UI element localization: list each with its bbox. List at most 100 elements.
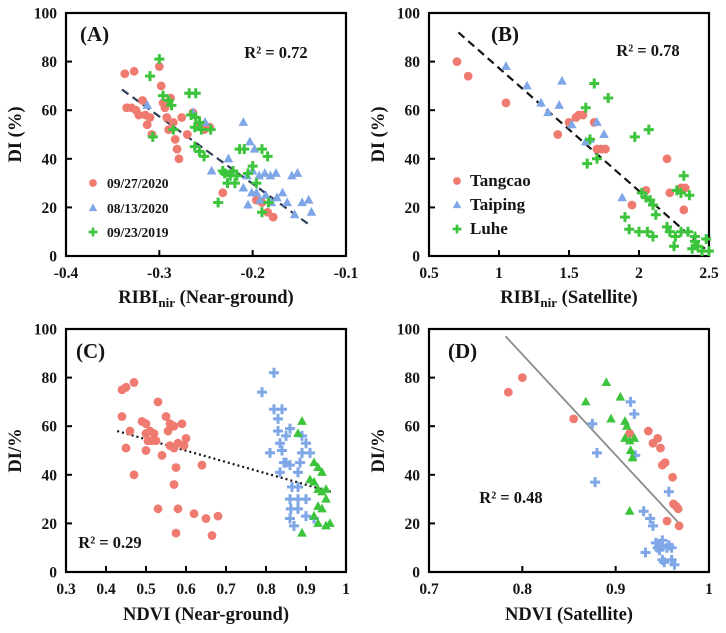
data-point-circle (660, 458, 670, 468)
data-point-plus (262, 151, 273, 162)
data-point-plus (239, 144, 250, 155)
data-point-plus (634, 226, 644, 237)
data-point-circle (668, 472, 677, 482)
data-point-triangle (271, 168, 281, 177)
x-tick-label: -0.1 (334, 265, 359, 282)
data-point-plus (247, 161, 258, 172)
series-blue-pluses (587, 396, 680, 570)
data-point-plus (293, 467, 303, 478)
x-axis: 0.3 0.4 0.5 0.6 0.7 0.8 0.9 1 (56, 566, 350, 598)
data-point-circle (453, 177, 461, 185)
data-point-triangle (317, 467, 327, 476)
x-tick-label: 1 (342, 581, 350, 598)
y-axis-label: DI/% (369, 428, 389, 472)
x-axis-label: NDVI (Near-ground) (123, 605, 289, 625)
data-point-circle (162, 113, 172, 122)
y-tick-label: 80 (405, 370, 421, 387)
data-point-triangle (624, 506, 635, 515)
plot-frame (64, 11, 348, 258)
trend-line (116, 430, 332, 493)
data-point-plus (196, 124, 207, 135)
data-point-plus (281, 430, 291, 441)
data-point-plus (275, 467, 285, 478)
data-point-circle (169, 421, 179, 431)
data-point-plus (625, 396, 636, 407)
data-point-triangle (313, 462, 323, 472)
series-luhe (580, 78, 714, 257)
legend: 09/27/2020 08/13/2020 09/23/2019 (88, 176, 169, 240)
data-point-triangle (592, 117, 602, 126)
y-axis: 0 20 40 60 80 100 (397, 322, 435, 582)
y-axis-label: DI (%) (369, 106, 389, 162)
x-tick-label: 0.3 (56, 581, 76, 598)
y-tick-label: 20 (405, 516, 421, 533)
data-point-plus (640, 547, 651, 558)
data-point-triangle (325, 518, 335, 527)
plot-frame (427, 327, 711, 574)
x-axis-label: NDVI (Satellite) (505, 605, 633, 625)
data-point-circle (643, 426, 653, 436)
data-point-circle (157, 450, 167, 460)
data-point-circle (268, 212, 278, 222)
y-tick-label: 80 (405, 54, 421, 71)
data-point-plus (189, 122, 200, 133)
data-point-circle (156, 81, 166, 91)
y-tick-label: 20 (405, 200, 421, 217)
data-point-triangle (321, 484, 331, 493)
data-point-circle (129, 378, 139, 387)
y-tick-label: 60 (405, 419, 421, 436)
data-point-plus (88, 227, 98, 237)
data-point-triangle (293, 428, 303, 438)
panel-letter: (B) (491, 22, 519, 46)
data-point-plus (587, 418, 598, 429)
data-point-plus (285, 423, 295, 434)
data-point-circle (179, 441, 189, 451)
data-point-circle (168, 117, 178, 127)
y-tick-label: 40 (405, 467, 421, 484)
y-axis: 0 20 40 60 80 100 (34, 6, 72, 266)
series-red-circles (503, 373, 684, 531)
data-point-plus (190, 88, 201, 99)
data-point-circle (181, 433, 191, 443)
data-point-circle (517, 373, 527, 382)
x-axis-label: RIBInir (Satellite) (500, 288, 637, 310)
r2-label: R² = 0.72 (244, 43, 307, 62)
data-point-plus (592, 447, 602, 458)
panel-letter: (C) (76, 339, 105, 363)
data-point-plus (642, 226, 653, 237)
data-point-plus (670, 231, 681, 242)
data-point-plus (273, 426, 283, 437)
y-tick-label: 60 (42, 419, 58, 436)
series-green-triangles (293, 416, 335, 537)
data-point-circle (679, 205, 689, 215)
data-point-circle (129, 470, 139, 480)
y-tick-label: 60 (405, 103, 421, 120)
x-tick-label: -0.2 (240, 265, 265, 282)
data-point-circle (149, 429, 159, 438)
y-axis-label: DI/% (6, 428, 26, 472)
data-point-circle (141, 419, 151, 429)
panel-d-chart: 0.7 0.8 0.9 1 0 20 40 60 80 100 NDVI (Satellite) DI… (369, 322, 713, 626)
data-point-plus (659, 557, 670, 568)
data-point-circle (213, 511, 223, 521)
data-point-plus (213, 197, 224, 208)
data-point-circle (177, 419, 187, 429)
x-axis: 0.5 1 1.5 2 2.5 (419, 250, 719, 282)
data-point-plus (704, 246, 714, 257)
data-point-triangle (620, 433, 630, 442)
data-point-plus (154, 54, 165, 65)
data-point-circle (120, 69, 130, 79)
data-point-triangle (265, 170, 276, 180)
r2-label: R² = 0.48 (479, 488, 542, 507)
y-tick-label: 100 (397, 322, 421, 339)
data-point-plus (683, 226, 693, 237)
data-point-plus (687, 243, 698, 254)
data-point-triangle (615, 391, 626, 401)
data-point-circle (171, 528, 181, 538)
data-point-circle (153, 504, 163, 514)
data-point-plus (645, 513, 656, 524)
x-tick-label: 1 (705, 581, 713, 598)
y-tick-label: 0 (412, 565, 420, 582)
data-point-triangle (292, 168, 303, 177)
